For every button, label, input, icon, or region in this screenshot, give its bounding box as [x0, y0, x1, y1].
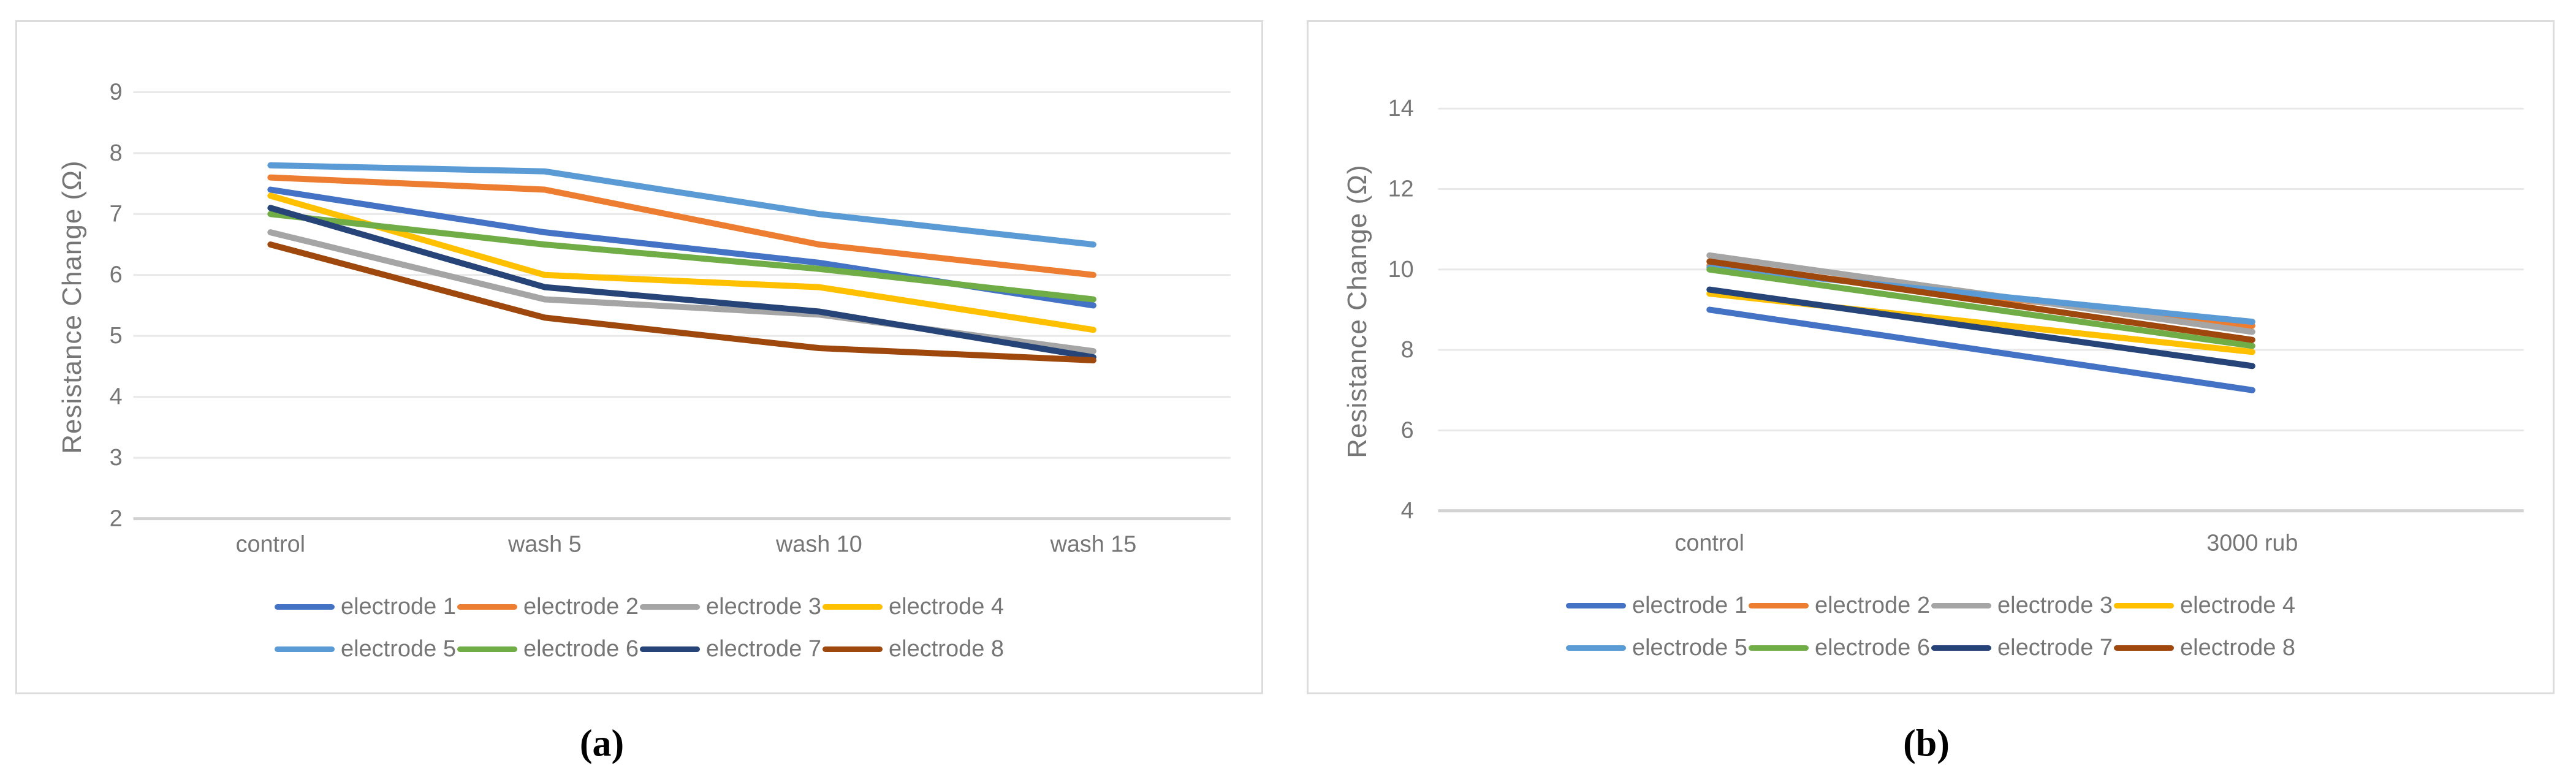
- legend-label: electrode 2: [1814, 593, 1930, 618]
- legend-row: electrode 5 electrode 6 electrode 7 electro…: [274, 636, 1004, 662]
- legend-label: electrode 1: [1632, 593, 1747, 618]
- legend-swatch: [1931, 603, 1991, 608]
- x-tick-label: wash 10: [775, 531, 862, 557]
- legend-swatch: [1565, 603, 1626, 608]
- chart-panel-b: Resistance Change (Ω) 4 6 8 10 12 14 control 30…: [1307, 20, 2555, 694]
- legend-swatch: [1748, 603, 1809, 608]
- panel-caption-a: (a): [579, 722, 625, 765]
- series-line-electrode-2: [267, 174, 1096, 278]
- y-tick-label: 8: [1401, 337, 1414, 363]
- legend-item-electrode-4: electrode 4: [823, 594, 1004, 620]
- panel-caption-b: (b): [1903, 722, 1950, 765]
- legend-item-electrode-8: electrode 8: [823, 636, 1004, 662]
- series-line-electrode-1: [1706, 306, 2255, 393]
- series-line-electrode-6: [267, 211, 1096, 303]
- legend-item-electrode-2: electrode 2: [1748, 593, 1930, 619]
- legend-label: electrode 2: [523, 594, 639, 620]
- y-tick-label: 5: [110, 323, 123, 349]
- chart-panel-a: Resistance Change (Ω) 2 3 4 5 6 7 8 9 control was…: [15, 20, 1263, 694]
- legend-row: electrode 1 electrode 2 electrode 3 electro…: [1565, 593, 2295, 619]
- legend-item-electrode-4: electrode 4: [2114, 593, 2295, 619]
- legend-item-electrode-6: electrode 6: [1748, 635, 1930, 661]
- y-tick-label: 6: [1401, 417, 1414, 443]
- y-tick-label: 12: [1388, 176, 1414, 202]
- line-chart-a: 2 3 4 5 6 7 8 9 control wash 5 wash 10 wash 15: [110, 79, 1231, 557]
- legend-row: electrode 1 electrode 2 electrode 3 electro…: [274, 594, 1004, 620]
- legend-item-electrode-7: electrode 7: [640, 636, 821, 662]
- legend-label: electrode 3: [1997, 593, 2113, 618]
- legend-label: electrode 8: [889, 636, 1005, 662]
- series-line-electrode-8: [267, 241, 1096, 363]
- series-line-electrode-6: [1706, 266, 2255, 349]
- legend-label: electrode 4: [2180, 593, 2296, 618]
- legend-swatch: [1565, 645, 1626, 651]
- line-chart-b: 4 6 8 10 12 14 control 3000 rub: [1388, 96, 2524, 556]
- y-tick-label: 2: [110, 506, 123, 532]
- series-line-electrode-8: [1706, 258, 2255, 343]
- legend-swatch: [1748, 645, 1809, 651]
- legend-label: electrode 6: [1814, 635, 1930, 661]
- legend-label: electrode 7: [1997, 635, 2113, 661]
- legend-item-electrode-3: electrode 3: [1931, 593, 2113, 619]
- legend-item-electrode-2: electrode 2: [457, 594, 639, 620]
- legend-label: electrode 3: [706, 594, 822, 620]
- series-line-electrode-7: [267, 205, 1096, 360]
- x-tick-label: wash 5: [507, 531, 582, 557]
- y-tick-label: 7: [110, 201, 123, 227]
- legend-swatch: [640, 646, 700, 652]
- series-line-electrode-7: [1706, 286, 2255, 370]
- legend-b: electrode 1 electrode 2 electrode 3 electro…: [1309, 593, 2553, 661]
- series-line-electrode-5: [267, 162, 1096, 248]
- series-line-electrode-4: [267, 192, 1096, 333]
- legend-item-electrode-5: electrode 5: [1565, 635, 1747, 661]
- legend-item-electrode-8: electrode 8: [2114, 635, 2295, 661]
- legend-item-electrode-3: electrode 3: [640, 594, 821, 620]
- y-tick-label: 6: [110, 262, 123, 288]
- legend-swatch: [274, 604, 335, 610]
- legend-label: electrode 5: [340, 636, 456, 662]
- legend-swatch: [2114, 645, 2175, 651]
- legend-item-electrode-6: electrode 6: [457, 636, 639, 662]
- y-tick-label: 10: [1388, 257, 1414, 282]
- y-tick-label: 9: [110, 79, 123, 105]
- legend-swatch: [457, 646, 517, 652]
- legend-label: electrode 1: [340, 594, 456, 620]
- legend-swatch: [274, 646, 335, 652]
- legend-label: electrode 6: [523, 636, 639, 662]
- y-tick-label: 14: [1388, 96, 1414, 121]
- legend-label: electrode 4: [889, 594, 1005, 620]
- legend-label: electrode 7: [706, 636, 822, 662]
- legend-item-electrode-7: electrode 7: [1931, 635, 2113, 661]
- x-tick-label: control: [1675, 530, 1744, 556]
- y-tick-label: 3: [110, 445, 123, 471]
- legend-swatch: [457, 604, 517, 610]
- legend-label: electrode 5: [1632, 635, 1747, 661]
- y-tick-label: 4: [1401, 498, 1414, 524]
- legend-swatch: [2114, 603, 2175, 608]
- y-tick-label: 4: [110, 384, 123, 410]
- legend-swatch: [1931, 645, 1991, 651]
- legend-item-electrode-5: electrode 5: [274, 636, 456, 662]
- legend-swatch: [640, 604, 700, 610]
- x-tick-label: wash 15: [1050, 531, 1137, 557]
- legend-row: electrode 5 electrode 6 electrode 7 electro…: [1565, 635, 2295, 661]
- legend-item-electrode-1: electrode 1: [1565, 593, 1747, 619]
- legend-label: electrode 8: [2180, 635, 2296, 661]
- legend-swatch: [823, 604, 883, 610]
- x-tick-label: 3000 rub: [2206, 530, 2298, 556]
- y-tick-label: 8: [110, 140, 123, 166]
- legend-swatch: [823, 646, 883, 652]
- legend-item-electrode-1: electrode 1: [274, 594, 456, 620]
- x-tick-label: control: [236, 531, 305, 557]
- legend-a: electrode 1 electrode 2 electrode 3 electro…: [17, 594, 1261, 662]
